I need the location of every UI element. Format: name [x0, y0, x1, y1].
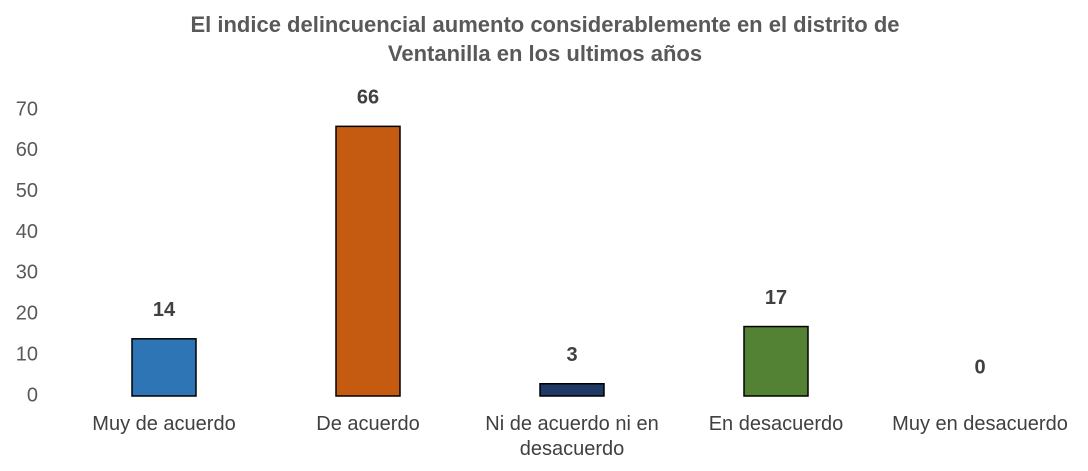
chart-title: El indice delincuencial aumento consider…	[190, 12, 900, 66]
y-tick-label: 50	[16, 180, 38, 202]
y-tick-label: 70	[16, 98, 38, 120]
y-tick-label: 0	[27, 384, 38, 406]
x-tick-label: De acuerdo	[316, 413, 420, 435]
data-label: 3	[566, 344, 577, 366]
data-label: 0	[974, 356, 985, 378]
x-tick-label: Muy de acuerdo	[92, 413, 236, 435]
data-label: 14	[153, 299, 176, 321]
data-label: 66	[357, 87, 379, 109]
x-tick-label: En desacuerdo	[708, 413, 844, 435]
y-tick-label: 20	[16, 303, 38, 325]
bar	[539, 382, 605, 397]
data-label: 17	[765, 287, 787, 309]
y-tick-label: 30	[16, 262, 38, 284]
y-tick-label: 40	[16, 221, 38, 243]
y-tick-label: 60	[16, 139, 38, 161]
bar	[131, 338, 197, 397]
y-tick-label: 10	[16, 343, 38, 365]
x-tick-label: Muy en desacuerdo	[892, 413, 1068, 435]
bar	[335, 125, 401, 397]
bar	[743, 325, 809, 397]
x-tick-label: Ni de acuerdo ni en desacuerdo	[485, 413, 659, 460]
